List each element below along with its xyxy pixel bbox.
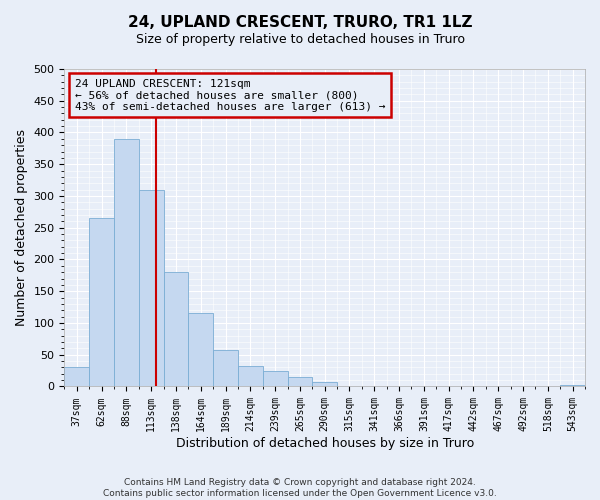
Bar — [139, 190, 164, 386]
Bar — [287, 377, 313, 386]
Bar — [114, 139, 139, 386]
Bar — [188, 314, 213, 386]
Text: 24, UPLAND CRESCENT, TRURO, TR1 1LZ: 24, UPLAND CRESCENT, TRURO, TR1 1LZ — [128, 15, 472, 30]
Bar — [89, 218, 114, 386]
Bar — [313, 382, 337, 386]
Bar — [213, 350, 238, 387]
Text: Size of property relative to detached houses in Truro: Size of property relative to detached ho… — [136, 32, 464, 46]
Bar — [164, 272, 188, 386]
Bar — [560, 384, 585, 386]
Text: Contains HM Land Registry data © Crown copyright and database right 2024.
Contai: Contains HM Land Registry data © Crown c… — [103, 478, 497, 498]
Bar — [238, 366, 263, 386]
Bar — [263, 370, 287, 386]
Bar — [64, 368, 89, 386]
Text: 24 UPLAND CRESCENT: 121sqm
← 56% of detached houses are smaller (800)
43% of sem: 24 UPLAND CRESCENT: 121sqm ← 56% of deta… — [75, 78, 385, 112]
Y-axis label: Number of detached properties: Number of detached properties — [15, 129, 28, 326]
X-axis label: Distribution of detached houses by size in Truro: Distribution of detached houses by size … — [176, 437, 474, 450]
